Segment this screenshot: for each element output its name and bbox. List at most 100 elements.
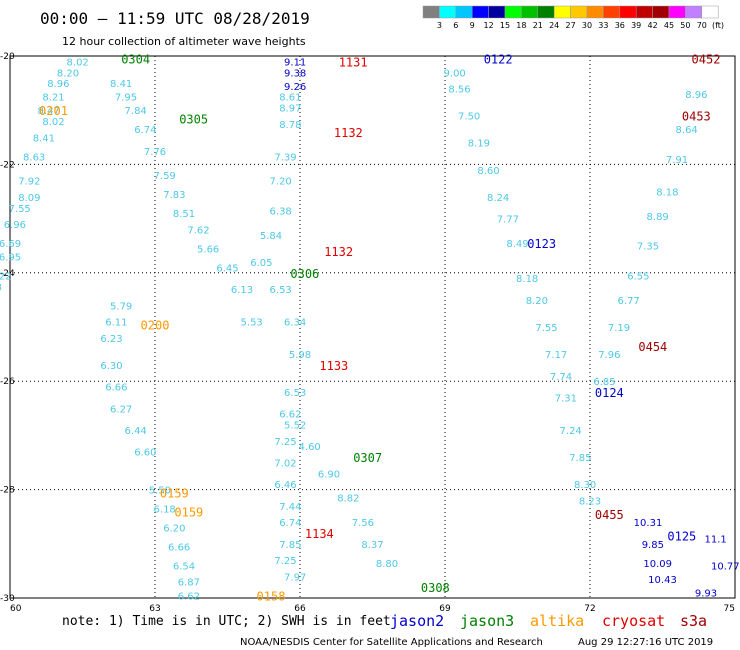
legend-label: 12 xyxy=(484,21,494,30)
wave-height-value: 8.61 xyxy=(279,93,301,104)
x-tick-label: 66 xyxy=(294,604,306,614)
pass-label: 1132 xyxy=(324,245,353,259)
wave-height-value: 6.05 xyxy=(250,258,272,269)
wave-height-value: 6.85 xyxy=(593,377,615,388)
legend-label: 39 xyxy=(631,21,641,30)
pass-label: 0453 xyxy=(682,110,711,124)
wave-height-value: 7.17 xyxy=(545,350,567,361)
wave-height-value: 6.13 xyxy=(231,285,253,296)
chart-subtitle: 12 hour collection of altimeter wave hei… xyxy=(62,35,306,48)
color-legend: 3 6 9 12 15 18 21 24 27 30 33 36 39 42 45 50 70 xyxy=(422,5,719,30)
wave-height-value: 6.48 xyxy=(0,282,2,293)
wave-height-value: 6.45 xyxy=(216,263,238,274)
wave-height-value: 10.43 xyxy=(648,575,677,586)
wave-height-value: 8.19 xyxy=(468,139,490,150)
x-axis: 60 63 66 69 72 75 xyxy=(10,604,735,614)
legend-swatch xyxy=(619,5,637,19)
pass-label: 0306 xyxy=(290,267,319,281)
wave-height-value: 7.25 xyxy=(274,437,296,448)
pass-label: 1133 xyxy=(319,359,348,373)
note-text: note: 1) Time is in UTC; 2) SWH is in fe… xyxy=(62,614,391,629)
pass-label: 0122 xyxy=(484,53,513,67)
mission-name: cryosat xyxy=(602,612,665,630)
wave-height-value: 5.98 xyxy=(289,350,311,361)
legend-label: 27 xyxy=(566,21,576,30)
y-tick-label: -20 xyxy=(0,52,15,62)
y-tick-label: -24 xyxy=(0,269,15,279)
wave-height-value: 7.59 xyxy=(154,171,176,182)
wave-height-value: 6.30 xyxy=(100,361,122,372)
wave-height-value: 8.22 xyxy=(0,272,11,283)
wave-height-value: 8.37 xyxy=(361,540,383,551)
x-tick-label: 63 xyxy=(149,604,160,614)
wave-height-value: 8.18 xyxy=(516,274,538,285)
wave-height-value: 10.09 xyxy=(643,559,672,570)
y-tick-label: -26 xyxy=(0,377,15,387)
legend-label: 33 xyxy=(598,21,608,30)
wave-height-value: 6.77 xyxy=(618,296,640,307)
mission-name: altika xyxy=(530,612,584,630)
wave-height-value: 6.18 xyxy=(154,505,176,516)
legend-swatch xyxy=(488,5,506,19)
legend-unit: (ft) xyxy=(712,21,724,30)
legend-label: 70 xyxy=(697,21,707,30)
chart-title: 00:00 – 11:59 UTC 08/28/2019 xyxy=(40,9,310,28)
legend-swatch xyxy=(701,5,719,19)
legend-swatch xyxy=(439,5,457,19)
wave-height-value: 9.38 xyxy=(284,68,306,79)
wave-height-value: 8.21 xyxy=(42,93,64,104)
pass-label: 1134 xyxy=(305,527,334,541)
wave-height-value: 6.90 xyxy=(318,469,340,480)
wave-height-value: 6.53 xyxy=(284,388,306,399)
pass-label: 1132 xyxy=(334,126,363,140)
wave-height-value: 8.30 xyxy=(574,480,596,491)
legend-swatch xyxy=(455,5,473,19)
wave-height-value: 7.31 xyxy=(555,393,577,404)
wave-height-value: 8.02 xyxy=(42,117,64,128)
x-tick-label: 75 xyxy=(724,604,735,614)
legend-label: 50 xyxy=(680,21,690,30)
legend-label: 36 xyxy=(615,21,625,30)
y-tick-label: -30 xyxy=(0,594,15,604)
legend-label: 18 xyxy=(516,21,526,30)
pass-label: 0201 xyxy=(39,104,68,118)
pass-label: 0308 xyxy=(421,581,450,595)
wave-height-value: 6.96 xyxy=(4,220,26,231)
wave-height-value: 5.52 xyxy=(284,421,306,432)
wave-height-value: 6.44 xyxy=(125,426,147,437)
wave-height-value: 7.02 xyxy=(274,459,296,470)
wave-height-value: 5.79 xyxy=(110,301,132,312)
wave-height-value: 9.11 xyxy=(284,57,306,68)
wave-height-value: 8.41 xyxy=(33,133,55,144)
wave-height-value: 8.82 xyxy=(337,494,359,505)
wave-height-value: 7.91 xyxy=(666,155,688,166)
legend-swatch xyxy=(668,5,686,19)
wave-height-value: 8.56 xyxy=(448,85,470,96)
legend-label: 30 xyxy=(582,21,592,30)
x-tick-label: 69 xyxy=(439,604,451,614)
wave-height-value: 8.49 xyxy=(506,239,528,250)
credit-text: NOAA/NESDIS Center for Satellite Applica… xyxy=(240,637,543,648)
wave-height-value: 7.95 xyxy=(115,93,137,104)
wave-height-value: 7.25 xyxy=(274,556,296,567)
wave-height-value: 6.66 xyxy=(105,383,127,394)
legend-swatch xyxy=(521,5,539,19)
y-tick-label: -22 xyxy=(0,160,15,170)
legend-label: 45 xyxy=(664,21,674,30)
wave-height-value: 7.76 xyxy=(144,147,166,158)
wave-height-value: 7.55 xyxy=(535,323,557,334)
wave-height-value: 7.39 xyxy=(274,152,296,163)
wave-height-value: 7.19 xyxy=(608,323,630,334)
wave-height-value: 5.50 xyxy=(149,486,171,497)
mission-name: jason2 xyxy=(390,612,444,630)
wave-height-value: 8.20 xyxy=(57,68,79,79)
wave-height-value: 7.50 xyxy=(458,112,480,123)
legend-label: 9 xyxy=(470,21,475,30)
pass-label: 0452 xyxy=(692,53,721,67)
wave-height-value: 11.1 xyxy=(705,534,727,545)
legend-swatch xyxy=(586,5,604,19)
mission-name: jason3 xyxy=(460,612,514,630)
legend-swatch xyxy=(570,5,588,19)
wave-height-value: 10.31 xyxy=(634,518,663,529)
